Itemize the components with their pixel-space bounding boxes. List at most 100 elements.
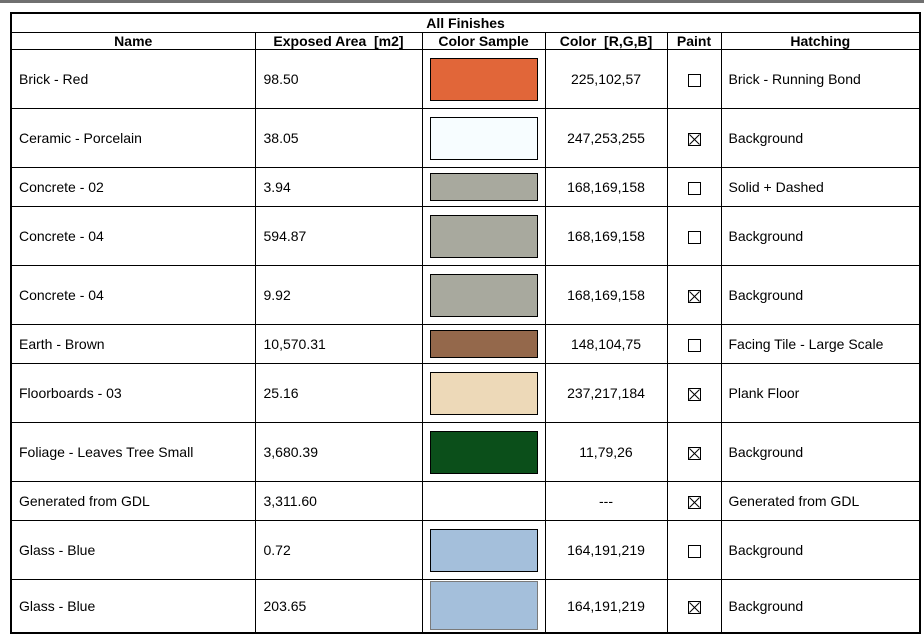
cell-exposed-area: 38.05 xyxy=(254,108,423,168)
cell-name: Generated from GDL xyxy=(10,481,256,521)
paint-checkbox[interactable] xyxy=(687,387,701,401)
table-row: Concrete - 02 3.94 168,169,158 Solid + D… xyxy=(10,167,921,207)
cell-paint xyxy=(666,324,722,364)
table-row: Foliage - Leaves Tree Small 3,680.39 11,… xyxy=(10,422,921,482)
cell-color-rgb: 148,104,75 xyxy=(544,324,668,364)
cell-exposed-area: 25.16 xyxy=(254,363,423,423)
cell-paint xyxy=(666,49,722,109)
color-swatch[interactable] xyxy=(429,528,538,572)
cell-hatching: Background xyxy=(720,579,921,633)
cell-name: Floorboards - 03 xyxy=(10,363,256,423)
paint-checkbox[interactable] xyxy=(687,73,701,87)
cell-paint xyxy=(666,167,722,207)
paint-checkbox[interactable] xyxy=(687,338,701,352)
cell-name: Concrete - 04 xyxy=(10,265,256,325)
checkbox-x-icon xyxy=(688,496,700,508)
cell-exposed-area: 3.94 xyxy=(254,167,423,207)
color-swatch[interactable] xyxy=(429,273,538,317)
checkbox-x-icon xyxy=(688,388,700,400)
table-title-row: All Finishes xyxy=(10,12,921,33)
cell-hatching: Background xyxy=(720,265,921,325)
cell-name: Brick - Red xyxy=(10,49,256,109)
cell-hatching: Background xyxy=(720,520,921,580)
cell-color-sample xyxy=(421,422,546,482)
checkbox-x-icon xyxy=(688,133,700,145)
cell-paint xyxy=(666,520,722,580)
cell-color-sample xyxy=(421,579,546,633)
cell-name: Glass - Blue xyxy=(10,520,256,580)
color-swatch[interactable] xyxy=(429,214,538,258)
cell-color-sample xyxy=(421,481,546,521)
color-swatch[interactable] xyxy=(429,57,538,101)
finishes-schedule: All Finishes Name Exposed Area [m2] Colo… xyxy=(10,12,922,634)
cell-color-rgb: 168,169,158 xyxy=(544,265,668,325)
cell-color-rgb: 247,253,255 xyxy=(544,108,668,168)
cell-color-rgb: 164,191,219 xyxy=(544,520,668,580)
cell-exposed-area: 594.87 xyxy=(254,206,423,266)
cell-paint xyxy=(666,108,722,168)
color-swatch[interactable] xyxy=(429,371,538,415)
color-swatch[interactable] xyxy=(429,581,538,631)
cell-color-rgb: 11,79,26 xyxy=(544,422,668,482)
cell-exposed-area: 203.65 xyxy=(254,579,423,633)
column-header-color-rgb: Color [R,G,B] xyxy=(544,32,668,50)
checkbox-x-icon xyxy=(688,290,700,302)
column-header-exposed-area: Exposed Area [m2] xyxy=(254,32,423,50)
paint-checkbox[interactable] xyxy=(687,446,701,460)
table-header-row: Name Exposed Area [m2] Color Sample Colo… xyxy=(10,32,921,50)
cell-color-rgb: --- xyxy=(544,481,668,521)
paint-checkbox[interactable] xyxy=(687,181,701,195)
cell-paint xyxy=(666,206,722,266)
finishes-schedule-table: All Finishes Name Exposed Area [m2] Colo… xyxy=(10,12,922,634)
cell-name: Earth - Brown xyxy=(10,324,256,364)
table-row: Generated from GDL 3,311.60 --- Generate… xyxy=(10,481,921,521)
cell-hatching: Brick - Running Bond xyxy=(720,49,921,109)
paint-checkbox[interactable] xyxy=(687,132,701,146)
color-swatch[interactable] xyxy=(429,116,538,160)
cell-exposed-area: 3,680.39 xyxy=(254,422,423,482)
paint-checkbox[interactable] xyxy=(687,289,701,303)
color-swatch[interactable] xyxy=(429,430,538,474)
cell-exposed-area: 98.50 xyxy=(254,49,423,109)
color-swatch[interactable] xyxy=(429,330,538,358)
cell-color-rgb: 168,169,158 xyxy=(544,206,668,266)
cell-color-sample xyxy=(421,520,546,580)
table-title: All Finishes xyxy=(10,12,921,33)
table-row: Glass - Blue 0.72 164,191,219 Background xyxy=(10,520,921,580)
cell-name: Concrete - 04 xyxy=(10,206,256,266)
table-row: Ceramic - Porcelain 38.05 247,253,255 Ba… xyxy=(10,108,921,168)
cell-exposed-area: 9.92 xyxy=(254,265,423,325)
cell-color-sample xyxy=(421,363,546,423)
cell-color-sample xyxy=(421,265,546,325)
color-swatch[interactable] xyxy=(429,173,538,201)
paint-checkbox[interactable] xyxy=(687,495,701,509)
cell-name: Glass - Blue xyxy=(10,579,256,633)
cell-paint xyxy=(666,363,722,423)
paint-checkbox[interactable] xyxy=(687,600,701,614)
cell-exposed-area: 0.72 xyxy=(254,520,423,580)
cell-hatching: Generated from GDL xyxy=(720,481,921,521)
cell-paint xyxy=(666,579,722,633)
column-header-hatching: Hatching xyxy=(720,32,921,50)
cell-color-rgb: 164,191,219 xyxy=(544,579,668,633)
cell-name: Ceramic - Porcelain xyxy=(10,108,256,168)
cell-color-sample xyxy=(421,167,546,207)
cell-hatching: Plank Floor xyxy=(720,363,921,423)
table-row: Brick - Red 98.50 225,102,57 Brick - Run… xyxy=(10,49,921,109)
cell-color-rgb: 237,217,184 xyxy=(544,363,668,423)
cell-paint xyxy=(666,265,722,325)
column-header-color-sample: Color Sample xyxy=(421,32,546,50)
paint-checkbox[interactable] xyxy=(687,544,701,558)
cell-name: Foliage - Leaves Tree Small xyxy=(10,422,256,482)
cell-hatching: Background xyxy=(720,108,921,168)
cell-hatching: Background xyxy=(720,422,921,482)
cell-hatching: Background xyxy=(720,206,921,266)
table-row: Concrete - 04 9.92 168,169,158 Backgroun… xyxy=(10,265,921,325)
paint-checkbox[interactable] xyxy=(687,230,701,244)
cell-paint xyxy=(666,422,722,482)
cell-color-sample xyxy=(421,108,546,168)
cell-exposed-area: 10,570.31 xyxy=(254,324,423,364)
cell-color-sample xyxy=(421,49,546,109)
cell-color-sample xyxy=(421,324,546,364)
table-row: Glass - Blue 203.65 164,191,219 Backgrou… xyxy=(10,579,921,633)
